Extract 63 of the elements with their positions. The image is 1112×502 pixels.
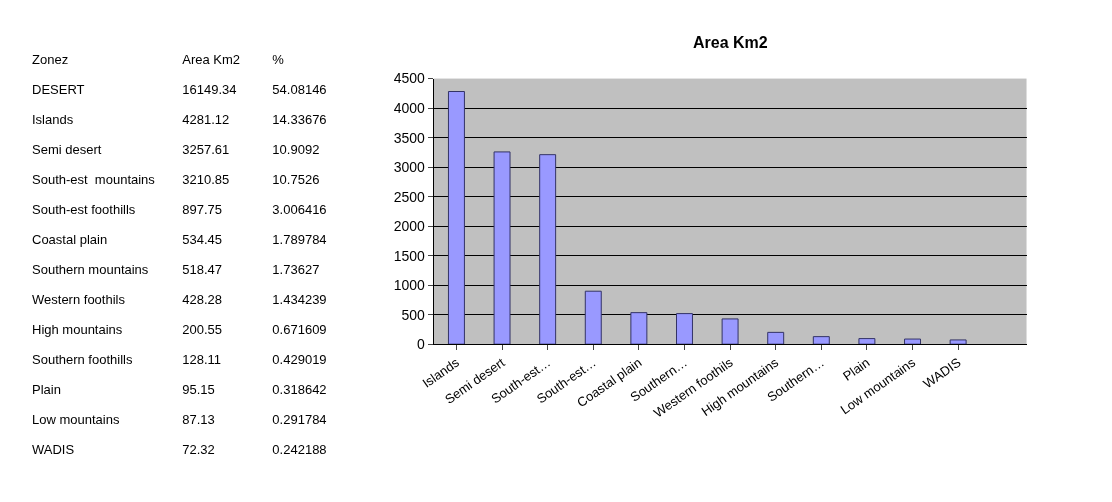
bar [858, 338, 876, 345]
data-label: 0.671609 [272, 321, 327, 337]
data-label: 897.75 [182, 201, 222, 217]
data-label: 4281.12 [182, 111, 230, 127]
data-label: 3.006416 [272, 201, 327, 217]
data-label: 14.33676 [272, 111, 327, 127]
bar [904, 338, 921, 345]
data-label: 534.45 [182, 231, 222, 247]
category-label: Southern foothills [32, 351, 133, 367]
category-label: WADIS [32, 441, 75, 457]
bar [539, 154, 557, 345]
data-label: 0.242188 [272, 441, 327, 457]
y-tick-label: 3500 [393, 129, 426, 146]
text: Zonez [32, 51, 69, 67]
y-tick-label: 2500 [393, 188, 426, 205]
bar [721, 318, 739, 345]
bar [676, 313, 693, 345]
category-label: Southern mountains [32, 261, 149, 277]
data-label: 16149.34 [182, 81, 237, 97]
chart-title: Area Km2 [693, 34, 768, 51]
data-label: 10.9092 [272, 141, 320, 157]
y-tick-label: 2000 [393, 218, 426, 235]
data-label: 200.55 [182, 321, 222, 337]
bar [812, 336, 830, 345]
category-label: South-est mountains [32, 171, 156, 187]
text: % [272, 51, 285, 67]
text: Area Km2 [182, 51, 241, 67]
bar [949, 339, 967, 345]
bar [630, 312, 648, 345]
y-tick-label: 4000 [393, 99, 426, 116]
category-label: Semi desert [32, 141, 102, 157]
data-label: 0.318642 [272, 381, 327, 397]
y-tick-label: 0 [417, 336, 426, 353]
category-label: Western foothils [32, 291, 126, 307]
bar [767, 331, 785, 345]
data-label: 1.434239 [272, 291, 327, 307]
data-label: 3210.85 [182, 171, 230, 187]
y-tick-label: 1500 [393, 247, 426, 264]
bar [493, 151, 511, 345]
y-tick-label: 3000 [393, 159, 426, 176]
bar [584, 290, 602, 345]
data-label: 72.32 [182, 441, 215, 457]
data-label: 1.73627 [272, 261, 320, 277]
category-label: Islands [32, 111, 74, 127]
data-label: 95.15 [182, 381, 215, 397]
category-label: South-est foothills [32, 201, 136, 217]
data-label: 128.11 [182, 351, 222, 367]
category-label: Coastal plain [32, 231, 108, 247]
data-label: 518.47 [182, 261, 222, 277]
data-label: 1.789784 [272, 231, 327, 247]
y-tick-label: 500 [401, 306, 426, 323]
data-label: 54.08146 [272, 81, 327, 97]
data-label: 3257.61 [182, 141, 230, 157]
bar [447, 91, 465, 345]
y-tick-label: 1000 [393, 277, 426, 294]
y-tick-label: 4500 [393, 70, 426, 87]
category-label: High mountains [32, 321, 123, 337]
data-label: 87.13 [182, 411, 215, 427]
data-label: 428.28 [182, 291, 222, 307]
data-label: 0.429019 [272, 351, 327, 367]
data-label: 10.7526 [272, 171, 320, 187]
category-label: DESERT [32, 81, 85, 97]
data-label: 0.291784 [272, 411, 327, 427]
